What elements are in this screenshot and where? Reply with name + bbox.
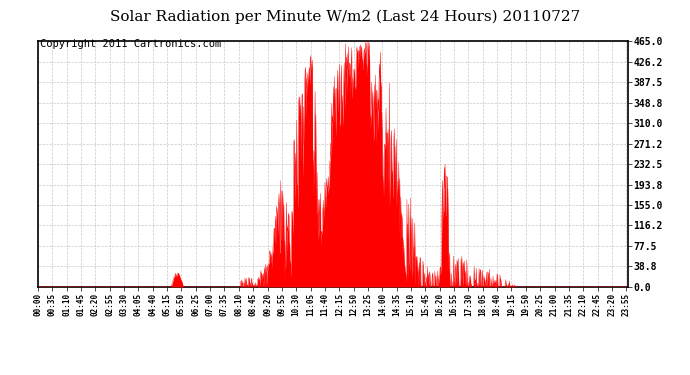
Text: Copyright 2011 Cartronics.com: Copyright 2011 Cartronics.com [40,39,221,50]
Text: Solar Radiation per Minute W/m2 (Last 24 Hours) 20110727: Solar Radiation per Minute W/m2 (Last 24… [110,9,580,24]
